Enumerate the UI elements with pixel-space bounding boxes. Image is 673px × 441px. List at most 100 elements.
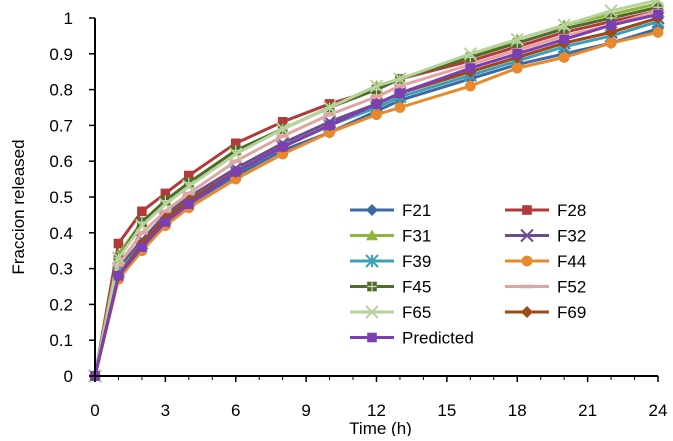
data-point xyxy=(182,179,196,193)
data-point xyxy=(464,80,476,92)
data-point xyxy=(653,9,663,20)
data-point xyxy=(393,72,407,86)
legend-swatch-marker xyxy=(520,228,534,243)
y-tick-label: 0.3 xyxy=(49,260,73,279)
y-tick-label: 0.5 xyxy=(49,188,73,207)
legend-swatch-marker xyxy=(367,332,377,343)
data-point xyxy=(510,32,524,47)
x-tick-label: 0 xyxy=(90,401,99,420)
data-point xyxy=(463,47,478,61)
data-point xyxy=(113,238,124,249)
legend-item-f65: F65 xyxy=(350,303,431,322)
data-point xyxy=(605,37,617,49)
legend-label: Predicted xyxy=(402,329,474,348)
data-point xyxy=(276,134,289,138)
data-point xyxy=(113,270,124,281)
data-point xyxy=(184,199,194,209)
data-point xyxy=(322,100,337,115)
legend-label: F32 xyxy=(557,227,586,246)
legend-swatch-marker xyxy=(366,204,378,216)
series-line xyxy=(93,16,659,377)
data-point xyxy=(160,188,171,199)
legend-swatch-marker xyxy=(522,205,532,215)
data-point xyxy=(395,88,405,98)
data-point xyxy=(160,217,171,227)
data-point xyxy=(137,242,147,252)
legend-item-f52: F52 xyxy=(505,278,586,297)
data-point xyxy=(370,94,383,99)
y-tick-label: 0.8 xyxy=(49,81,73,100)
y-tick-label: 0.2 xyxy=(49,295,73,314)
y-axis-title: Fraccion released xyxy=(9,139,28,274)
legend-swatch-marker xyxy=(521,284,533,289)
legend-label: F45 xyxy=(402,278,431,297)
legend-item-f32: F32 xyxy=(505,227,586,246)
data-point xyxy=(182,191,195,196)
legend-label: F21 xyxy=(402,201,431,220)
data-point xyxy=(604,4,618,18)
data-point xyxy=(394,102,406,113)
data-point xyxy=(159,209,172,214)
series-f45 xyxy=(90,2,663,381)
data-point xyxy=(512,49,523,59)
legend-swatch-marker xyxy=(521,255,533,267)
series-line xyxy=(93,16,659,377)
data-point xyxy=(369,79,384,93)
x-tick-label: 24 xyxy=(649,401,668,420)
y-tick-label: 0.9 xyxy=(49,45,73,64)
legend-swatch-marker xyxy=(521,306,533,318)
y-tick-label: 0.7 xyxy=(49,116,73,135)
legend-label: F69 xyxy=(557,303,586,322)
legend-item-f45: F45 xyxy=(350,278,431,297)
legend-item-f21: F21 xyxy=(350,201,431,220)
legend-swatch-marker xyxy=(366,229,378,241)
legend-item-f69: F69 xyxy=(505,303,586,322)
legend: F21 F28 F31 F32 F39 F44 F45 F52 F65 F69 Predicted xyxy=(350,201,586,348)
legend-label: F44 xyxy=(557,252,586,271)
legend-label: F52 xyxy=(557,278,586,297)
series-f39 xyxy=(88,14,665,383)
y-tick-label: 0.4 xyxy=(49,224,73,243)
legend-item-f31: F31 xyxy=(350,227,431,246)
data-point xyxy=(323,112,336,117)
y-tick-label: 1 xyxy=(64,9,73,28)
legend-item-f28: F28 xyxy=(505,201,586,220)
legend-label: F65 xyxy=(402,303,431,322)
data-point xyxy=(557,18,571,32)
data-point xyxy=(229,147,243,161)
y-tick-label: 0.6 xyxy=(49,152,73,171)
data-point xyxy=(652,26,664,38)
legend-label: F39 xyxy=(402,252,431,271)
y-tick-label: 0 xyxy=(64,367,73,386)
data-point xyxy=(324,120,335,131)
plot-area xyxy=(88,0,665,383)
legend-swatch-marker xyxy=(367,281,377,292)
x-tick-label: 12 xyxy=(367,401,386,420)
data-point xyxy=(606,20,616,30)
x-tick-label: 3 xyxy=(161,401,170,420)
data-point xyxy=(135,218,149,233)
legend-item-predicted: Predicted xyxy=(350,329,474,348)
x-tick-label: 21 xyxy=(578,401,597,420)
data-point xyxy=(111,251,126,265)
data-point xyxy=(184,170,194,181)
legend-item-f44: F44 xyxy=(505,252,586,271)
x-tick-label: 15 xyxy=(437,401,456,420)
data-point xyxy=(465,63,476,73)
data-point xyxy=(371,109,382,121)
series-f31 xyxy=(89,0,664,381)
data-point xyxy=(137,206,147,217)
series-f65 xyxy=(88,0,665,383)
axes: 0 0.1 0.2 0.3 0.4 0.5 0.6 0.7 0.8 0.9 1 0 3 6 9 12 15 18 2… xyxy=(49,9,667,420)
data-point xyxy=(230,167,241,177)
x-tick-label: 9 xyxy=(301,401,310,420)
data-point xyxy=(651,0,665,7)
legend-swatch-marker xyxy=(365,254,379,268)
x-axis-title: Time (h) xyxy=(349,419,412,436)
legend-item-f39: F39 xyxy=(350,252,431,271)
data-point xyxy=(558,51,570,63)
legend-label: F31 xyxy=(402,227,431,246)
y-tick-label: 0.1 xyxy=(49,331,73,350)
